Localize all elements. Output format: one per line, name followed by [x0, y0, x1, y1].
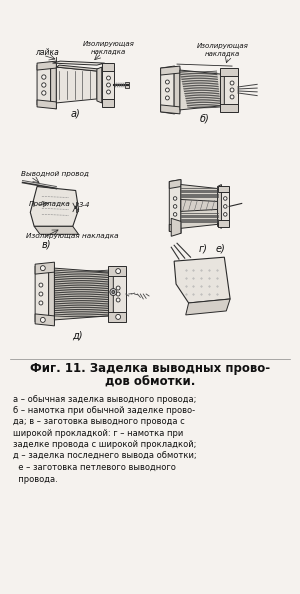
Circle shape	[173, 213, 177, 216]
Circle shape	[116, 286, 120, 290]
Polygon shape	[109, 266, 126, 276]
Polygon shape	[37, 63, 51, 107]
Circle shape	[106, 76, 110, 80]
Polygon shape	[160, 105, 180, 114]
Text: б): б)	[200, 114, 210, 124]
Polygon shape	[169, 225, 181, 233]
Polygon shape	[169, 179, 181, 188]
Polygon shape	[56, 65, 100, 71]
Circle shape	[42, 75, 46, 79]
Circle shape	[42, 91, 46, 95]
Text: а – обычная заделка выводного провода;: а – обычная заделка выводного провода;	[13, 394, 196, 403]
Circle shape	[173, 205, 177, 208]
Text: да; в – заготовка выводного провода с: да; в – заготовка выводного провода с	[13, 418, 185, 426]
Polygon shape	[49, 264, 54, 324]
Circle shape	[112, 290, 115, 293]
Circle shape	[106, 90, 110, 94]
Circle shape	[165, 96, 169, 100]
Polygon shape	[56, 67, 97, 103]
Polygon shape	[218, 220, 229, 228]
Polygon shape	[174, 257, 230, 303]
Text: а): а)	[71, 109, 80, 119]
Text: г): г)	[199, 243, 208, 253]
Text: Выводной провод: Выводной провод	[21, 170, 88, 176]
Text: Изолирующая накладка: Изолирующая накладка	[26, 233, 119, 239]
Circle shape	[39, 283, 43, 287]
Polygon shape	[35, 314, 54, 326]
Circle shape	[106, 83, 110, 87]
Polygon shape	[109, 268, 113, 320]
Polygon shape	[51, 61, 56, 109]
Polygon shape	[160, 66, 174, 114]
Circle shape	[224, 197, 227, 200]
Circle shape	[230, 95, 234, 99]
Polygon shape	[102, 99, 114, 107]
Polygon shape	[37, 100, 56, 109]
Polygon shape	[102, 67, 114, 103]
Circle shape	[42, 83, 46, 87]
Circle shape	[230, 88, 234, 92]
Text: д – заделка последнего вывода обмотки;: д – заделка последнего вывода обмотки;	[13, 452, 196, 461]
Text: лайка: лайка	[35, 48, 59, 57]
Text: провода.: провода.	[13, 475, 58, 484]
Text: дов обмотки.: дов обмотки.	[105, 375, 195, 388]
Polygon shape	[181, 185, 218, 228]
Polygon shape	[181, 200, 218, 211]
Text: е – заготовка петлевого выводного: е – заготовка петлевого выводного	[13, 463, 176, 472]
Polygon shape	[109, 312, 126, 322]
Polygon shape	[220, 70, 224, 110]
Circle shape	[110, 289, 117, 295]
Polygon shape	[102, 63, 114, 71]
Polygon shape	[174, 66, 180, 114]
Circle shape	[165, 88, 169, 92]
Polygon shape	[171, 219, 181, 236]
Circle shape	[116, 298, 120, 302]
Text: Фиг. 11. Заделка выводных прово-: Фиг. 11. Заделка выводных прово-	[30, 362, 270, 375]
Polygon shape	[220, 72, 238, 108]
Text: д): д)	[72, 331, 83, 341]
Text: широкой прокладкой: г – намотка при: широкой прокладкой: г – намотка при	[13, 429, 183, 438]
Polygon shape	[109, 270, 126, 318]
Text: Прокладка: Прокладка	[28, 201, 70, 207]
Polygon shape	[37, 61, 56, 70]
Polygon shape	[180, 70, 220, 110]
Text: Изолирующая
накладка: Изолирующая накладка	[82, 41, 134, 54]
Polygon shape	[220, 104, 238, 112]
Polygon shape	[186, 299, 230, 315]
Polygon shape	[125, 82, 129, 88]
Text: Изолирующая
накладка: Изолирующая накладка	[196, 43, 248, 56]
Polygon shape	[54, 268, 109, 320]
Circle shape	[40, 266, 45, 271]
Circle shape	[224, 213, 227, 216]
Polygon shape	[160, 66, 180, 75]
Polygon shape	[35, 262, 54, 274]
Circle shape	[40, 317, 45, 323]
Circle shape	[230, 81, 234, 85]
Text: заделке провода с широкой прокладкой;: заделке провода с широкой прокладкой;	[13, 440, 196, 449]
Polygon shape	[169, 179, 181, 233]
Polygon shape	[97, 67, 102, 103]
Polygon shape	[218, 187, 229, 226]
Circle shape	[39, 292, 43, 296]
Circle shape	[173, 197, 177, 200]
Polygon shape	[35, 264, 49, 324]
Text: 3-4: 3-4	[79, 203, 90, 208]
Text: в): в)	[42, 239, 52, 249]
Circle shape	[165, 80, 169, 84]
Polygon shape	[218, 185, 221, 228]
Polygon shape	[218, 185, 229, 192]
Circle shape	[116, 268, 121, 274]
Polygon shape	[34, 226, 79, 234]
Polygon shape	[30, 187, 79, 226]
Circle shape	[39, 301, 43, 305]
Text: е): е)	[216, 243, 225, 253]
Polygon shape	[52, 61, 105, 65]
Polygon shape	[220, 68, 238, 76]
Text: б – намотка при обычной заделке прово-: б – намотка при обычной заделке прово-	[13, 406, 195, 415]
Circle shape	[224, 205, 227, 208]
Circle shape	[116, 292, 120, 296]
Circle shape	[116, 314, 121, 320]
